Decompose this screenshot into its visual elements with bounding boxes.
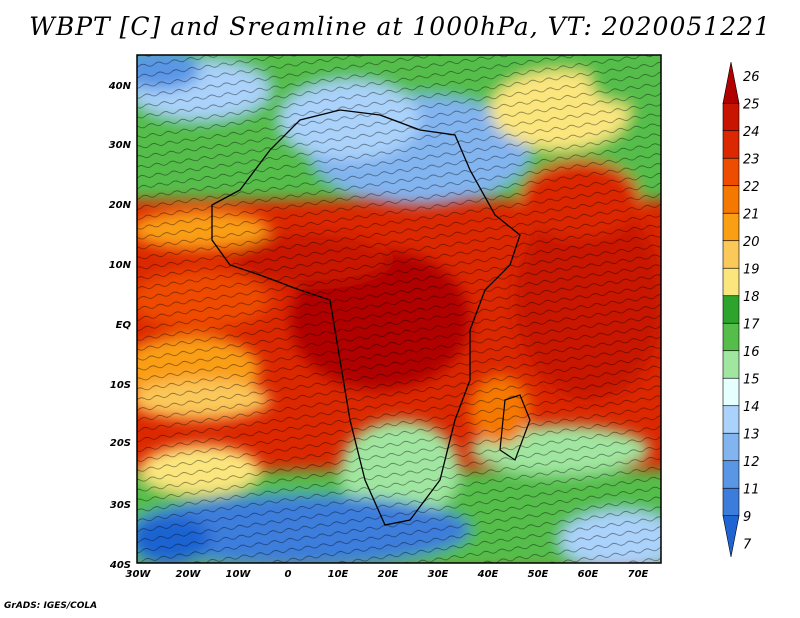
lon-label: 60E: [578, 569, 599, 580]
lat-label: 10S: [110, 380, 131, 391]
lat-label: 40S: [109, 560, 131, 571]
colorbar-label: 7: [743, 537, 752, 552]
footer-credit: GrADS: IGES/COLA: [4, 601, 98, 611]
coastline-africa: [211, 109, 521, 526]
lon-label: 20E: [378, 569, 399, 580]
lon-label: 50E: [528, 569, 549, 580]
colorbar-segment: [722, 102, 740, 132]
lat-label: 10N: [109, 260, 132, 271]
colorbar-segment: [722, 61, 740, 104]
colorbar-label: 16: [743, 345, 760, 360]
lat-label: EQ: [116, 320, 132, 331]
colorbar-segment: [722, 322, 740, 352]
colorbar-label: 14: [743, 400, 760, 415]
lat-label: 40N: [108, 81, 132, 92]
colorbar-label: 9: [743, 510, 751, 525]
colorbar-label: 20: [743, 235, 760, 250]
lon-label: 10E: [328, 569, 349, 580]
colorbar-segment: [722, 130, 740, 159]
map-frame: [136, 54, 662, 564]
lat-label: 20S: [110, 438, 131, 449]
colorbar-segment: [722, 350, 740, 379]
colorbar-segment: [722, 295, 740, 324]
colorbar-label: 26: [743, 70, 760, 85]
colorbar-label: 25: [743, 97, 760, 112]
colorbar-segment: [722, 185, 740, 214]
lon-label: 20W: [176, 569, 202, 580]
colorbar-label: 12: [743, 455, 760, 470]
colorbar-segment: [722, 487, 740, 517]
colorbar-segment: [722, 267, 740, 297]
colorbar-segment: [722, 405, 740, 434]
colorbar-segment: [722, 157, 740, 187]
lat-label: 30S: [110, 500, 131, 511]
colorbar-segment: [722, 460, 740, 489]
colorbar-label: 24: [743, 125, 760, 140]
lon-label: 70E: [628, 569, 649, 580]
colorbar-label: 18: [743, 290, 760, 305]
colorbar-label: 19: [743, 262, 760, 277]
colorbar-label: 11: [743, 482, 760, 497]
colorbar-label: 23: [743, 152, 760, 167]
lon-label: 40E: [477, 569, 499, 580]
lon-label: 30E: [428, 569, 449, 580]
colorbar-segment: [722, 515, 740, 558]
colorbar-segment: [722, 377, 740, 407]
lat-label: 20N: [109, 200, 132, 211]
colorbar: 26 25 24 23 22 21 20 19 18 17 16 15 14 13 12 11 9 7: [722, 61, 760, 558]
map-title: WBPT [C] and Sreamline at 1000hPa, VT: 2…: [29, 12, 771, 41]
colorbar-segment: [722, 212, 740, 242]
colorbar-label: 15: [743, 372, 760, 387]
colorbar-segment: [722, 432, 740, 462]
lon-label: 30W: [126, 569, 152, 580]
lon-label: 0: [285, 569, 292, 580]
lon-axis: 30W 20W 10W 0 10E 20E 30E 40E 50E 60E 70…: [126, 569, 649, 580]
lat-axis: 40N 30N 20N 10N EQ 10S 20S 30S 40S: [108, 81, 132, 571]
colorbar-label: 22: [743, 180, 760, 195]
coastline-madagascar: [499, 394, 531, 461]
wbpt-field: [137, 55, 661, 563]
colorbar-label: 21: [743, 207, 760, 222]
colorbar-label: 17: [743, 317, 760, 332]
lat-label: 30N: [109, 140, 132, 151]
lon-label: 10W: [226, 569, 252, 580]
colorbar-segment: [722, 240, 740, 269]
colorbar-label: 13: [743, 427, 760, 442]
